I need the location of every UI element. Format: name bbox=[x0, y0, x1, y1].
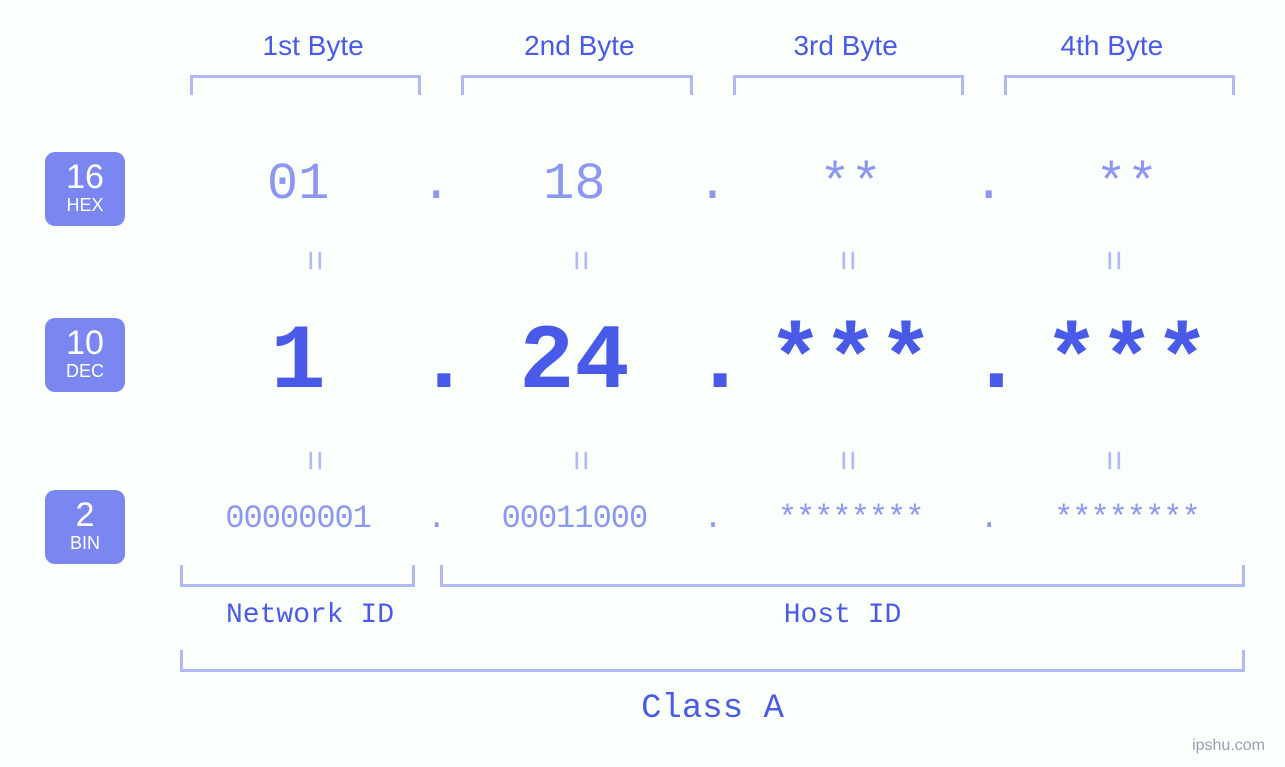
base-hex-label: HEX bbox=[45, 196, 125, 216]
ip-diagram: 1st Byte 2nd Byte 3rd Byte 4th Byte 16 H… bbox=[0, 0, 1285, 767]
equals-icon: = bbox=[293, 327, 334, 593]
byte-header-row: 1st Byte 2nd Byte 3rd Byte 4th Byte bbox=[180, 30, 1245, 62]
base-badge-bin: 2 BIN bbox=[45, 490, 125, 564]
dot-separator: . bbox=[969, 500, 1009, 537]
equals-row-dec-bin: = = = = bbox=[180, 440, 1245, 481]
byte-4-header: 4th Byte bbox=[979, 30, 1245, 62]
equals-icon: = bbox=[559, 327, 600, 593]
equals-icon: = bbox=[825, 327, 866, 593]
equals-row-hex-dec: = = = = bbox=[180, 240, 1245, 281]
dot-separator: . bbox=[693, 310, 733, 415]
id-bracket-row bbox=[180, 565, 1245, 587]
dec-row: 1 . 24 . *** . *** bbox=[180, 310, 1245, 415]
base-bin-label: BIN bbox=[45, 534, 125, 554]
network-id-label: Network ID bbox=[180, 600, 440, 631]
dot-separator: . bbox=[416, 155, 456, 214]
byte-2-bracket bbox=[461, 75, 692, 95]
byte-2-header: 2nd Byte bbox=[446, 30, 712, 62]
bin-byte-4: ******** bbox=[1009, 500, 1245, 537]
bin-byte-2: 00011000 bbox=[456, 500, 692, 537]
byte-1-header: 1st Byte bbox=[180, 30, 446, 62]
byte-3-bracket bbox=[733, 75, 964, 95]
dot-separator: . bbox=[969, 155, 1009, 214]
host-id-bracket bbox=[440, 565, 1245, 587]
base-hex-number: 16 bbox=[45, 160, 125, 194]
dot-separator: . bbox=[969, 310, 1009, 415]
watermark: ipshu.com bbox=[1192, 737, 1265, 755]
base-badge-hex: 16 HEX bbox=[45, 152, 125, 226]
dot-separator: . bbox=[693, 155, 733, 214]
class-bracket bbox=[180, 650, 1245, 672]
dot-separator: . bbox=[416, 310, 456, 415]
network-id-bracket bbox=[180, 565, 415, 587]
bin-row: 00000001 . 00011000 . ******** . *******… bbox=[180, 500, 1245, 537]
class-label: Class A bbox=[180, 690, 1245, 728]
host-id-label: Host ID bbox=[440, 600, 1245, 631]
dot-separator: . bbox=[416, 500, 456, 537]
byte-1-bracket bbox=[190, 75, 421, 95]
base-bin-number: 2 bbox=[45, 498, 125, 532]
base-badge-dec: 10 DEC bbox=[45, 318, 125, 392]
top-bracket-row bbox=[180, 75, 1245, 95]
bin-byte-1: 00000001 bbox=[180, 500, 416, 537]
byte-3-header: 3rd Byte bbox=[713, 30, 979, 62]
hex-row: 01 . 18 . ** . ** bbox=[180, 155, 1245, 214]
byte-4-bracket bbox=[1004, 75, 1235, 95]
dot-separator: . bbox=[693, 500, 733, 537]
bin-byte-3: ******** bbox=[733, 500, 969, 537]
equals-icon: = bbox=[1091, 327, 1132, 593]
id-label-row: Network ID Host ID bbox=[180, 600, 1245, 631]
base-dec-label: DEC bbox=[45, 362, 125, 382]
base-dec-number: 10 bbox=[45, 326, 125, 360]
